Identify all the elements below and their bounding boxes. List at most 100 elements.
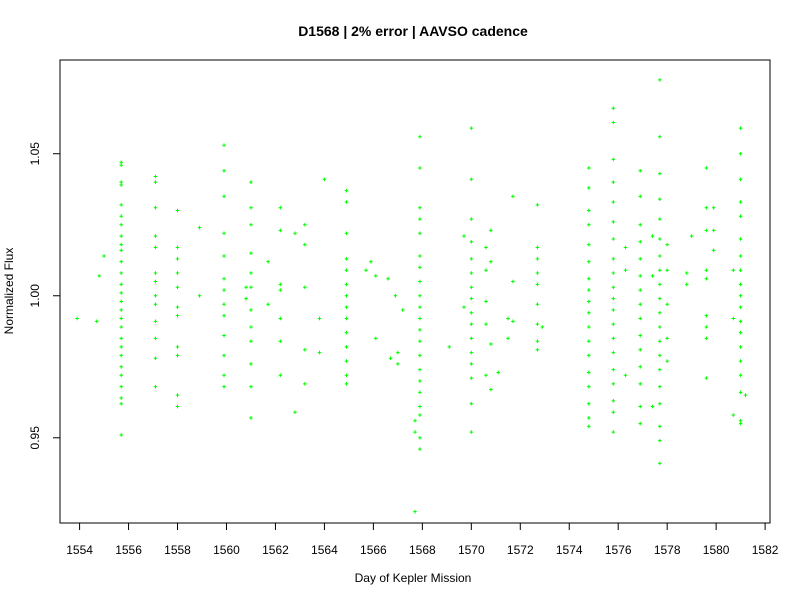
data-point — [658, 268, 662, 272]
data-point — [611, 180, 616, 184]
data-point — [278, 339, 283, 344]
data-point — [611, 106, 616, 111]
data-point — [249, 339, 253, 344]
data-point — [540, 325, 545, 329]
data-point — [153, 356, 158, 361]
data-point — [396, 362, 400, 366]
data-point — [489, 259, 493, 264]
data-point — [344, 373, 349, 378]
data-point — [658, 78, 662, 82]
data-point — [658, 401, 662, 406]
data-point — [611, 382, 616, 386]
data-point — [153, 271, 158, 275]
data-point — [738, 268, 743, 272]
data-point — [658, 353, 662, 358]
data-point — [611, 257, 616, 261]
data-point — [738, 330, 743, 335]
data-point — [587, 339, 591, 344]
data-point — [469, 362, 474, 366]
data-point — [469, 311, 474, 315]
data-point — [344, 316, 349, 321]
data-point — [222, 194, 226, 199]
data-points — [75, 78, 748, 514]
data-point — [119, 234, 124, 238]
data-point — [418, 205, 422, 210]
x-tick-label: 1570 — [458, 543, 485, 557]
data-point — [469, 217, 474, 221]
data-point — [413, 509, 417, 514]
data-point — [638, 347, 643, 352]
data-point — [418, 134, 422, 139]
data-point — [658, 438, 662, 443]
data-point — [418, 166, 422, 170]
chart-title: D1568 | 2% error | AAVSO cadence — [298, 23, 528, 39]
data-point — [119, 336, 124, 341]
data-point — [175, 245, 180, 250]
data-point — [153, 234, 158, 238]
data-point — [119, 183, 124, 187]
data-point — [738, 373, 743, 378]
data-point — [386, 276, 390, 281]
data-point — [278, 316, 283, 321]
x-tick-label: 1560 — [213, 543, 240, 557]
data-point — [197, 225, 202, 230]
data-point — [611, 271, 616, 275]
data-point — [658, 367, 662, 372]
x-tick-label: 1572 — [507, 543, 534, 557]
data-point — [249, 308, 253, 312]
data-point — [611, 308, 616, 312]
data-point — [738, 359, 743, 363]
data-point — [623, 245, 628, 250]
data-point — [665, 336, 669, 341]
data-point — [623, 373, 628, 378]
data-point — [418, 339, 422, 344]
data-point — [293, 410, 297, 415]
x-tick-label: 1568 — [409, 543, 436, 557]
data-point — [249, 285, 253, 290]
data-point — [535, 257, 540, 261]
data-point — [469, 257, 474, 261]
data-point — [75, 316, 79, 321]
data-point — [658, 134, 662, 139]
data-point — [638, 333, 643, 338]
data-point — [535, 302, 540, 307]
data-point — [587, 401, 591, 406]
x-tick-label: 1566 — [360, 543, 387, 557]
data-point — [249, 251, 253, 255]
data-point — [469, 126, 474, 130]
data-point — [222, 333, 226, 338]
data-point — [611, 336, 616, 341]
data-point — [638, 168, 643, 173]
data-point — [388, 356, 393, 361]
data-point — [418, 353, 422, 358]
data-point — [119, 384, 124, 389]
data-point — [153, 384, 158, 389]
data-point — [638, 222, 643, 227]
data-point — [587, 276, 591, 281]
data-point — [175, 208, 180, 213]
data-point — [611, 350, 616, 355]
data-point — [278, 228, 283, 233]
data-point — [119, 248, 124, 253]
data-point — [153, 205, 158, 210]
data-point — [400, 308, 405, 312]
data-point — [638, 274, 643, 278]
data-point — [506, 336, 510, 341]
data-point — [119, 308, 124, 312]
data-point — [249, 271, 253, 275]
data-point — [638, 404, 643, 409]
data-point — [484, 373, 488, 378]
data-point — [511, 279, 515, 284]
data-point — [119, 299, 124, 304]
data-point — [587, 259, 591, 264]
x-tick-label: 1556 — [115, 543, 142, 557]
data-point — [506, 316, 510, 321]
data-point — [711, 228, 716, 233]
data-point — [303, 347, 307, 352]
data-point — [704, 325, 709, 329]
data-point — [587, 166, 591, 170]
data-point — [587, 311, 591, 315]
data-point — [153, 279, 158, 284]
